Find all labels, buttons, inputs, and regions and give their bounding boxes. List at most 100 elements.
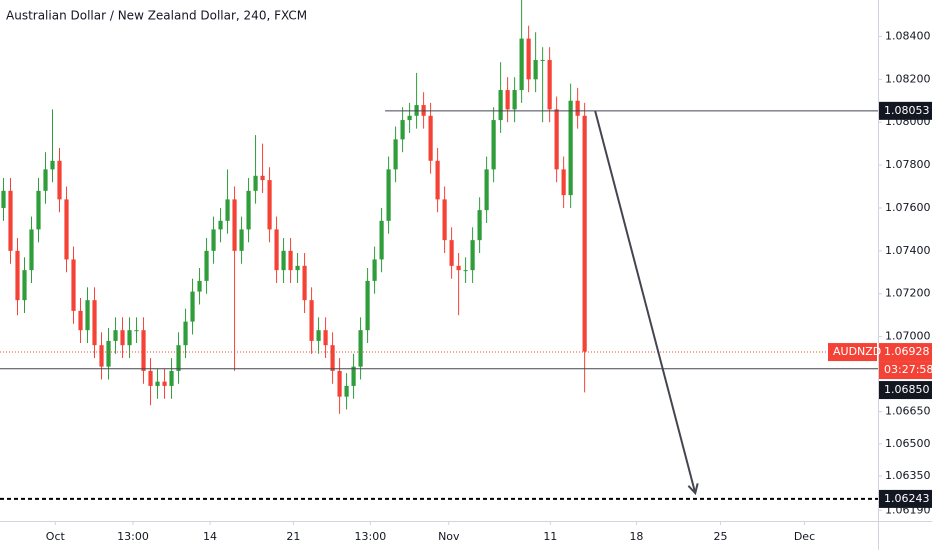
candle-body: [582, 115, 587, 352]
candle-body: [29, 229, 34, 271]
x-tick-label: Dec: [794, 530, 815, 543]
candle-body: [78, 310, 83, 331]
candle-body: [470, 240, 475, 271]
y-tick-label: 1.07600: [885, 201, 931, 214]
y-tick-label: 1.06650: [885, 405, 931, 418]
y-tick-label: 1.07800: [885, 158, 931, 171]
last-price-label: 1.06928: [884, 345, 930, 358]
candle-body: [379, 220, 384, 260]
candle-body: [351, 366, 356, 386]
candle-body: [92, 300, 97, 346]
candle-body: [113, 330, 118, 341]
candle-body: [85, 300, 90, 331]
candle-body: [169, 370, 174, 386]
candle-body: [365, 280, 370, 331]
y-tick-label: 1.07200: [885, 287, 931, 300]
candle-body: [554, 109, 559, 170]
candle-body: [183, 321, 188, 346]
candle-body: [253, 175, 258, 191]
x-tick-label: 21: [286, 530, 300, 543]
candle-body: [211, 229, 216, 251]
candle-body: [190, 291, 195, 322]
candle-body: [225, 199, 230, 221]
candle-body: [239, 229, 244, 251]
candle-body: [337, 370, 342, 397]
candle-body: [120, 330, 125, 346]
y-tick-label: 1.07400: [885, 244, 931, 257]
candle-body: [372, 259, 377, 281]
candle-body: [197, 280, 202, 292]
candle-body: [218, 220, 223, 230]
candle-body: [344, 385, 349, 397]
candle-body: [561, 169, 566, 196]
candle-body: [512, 90, 517, 110]
candle-body: [57, 160, 62, 200]
candle-body: [288, 250, 293, 271]
candle-body: [99, 345, 104, 367]
x-tick-label: 18: [629, 530, 643, 543]
x-tick-label: Nov: [438, 530, 460, 543]
symbol-label-box: [828, 343, 877, 362]
symbol-label: AUDNZD: [833, 345, 881, 358]
candle-body: [267, 180, 272, 230]
candle-body: [393, 139, 398, 170]
x-tick-label: 11: [543, 530, 557, 543]
y-tick-label: 1.06350: [885, 469, 931, 482]
candle-body: [547, 60, 552, 110]
candle-body: [281, 250, 286, 271]
candle-body: [260, 175, 265, 181]
candle-body: [204, 250, 209, 281]
candle-body: [428, 115, 433, 161]
y-tick-label: 1.08200: [885, 72, 931, 85]
candle-body: [484, 169, 489, 211]
candle-body: [15, 250, 20, 301]
candle-body: [246, 190, 251, 230]
candle-body: [274, 229, 279, 271]
y-tick-label: 1.07000: [885, 330, 931, 343]
candle-body: [134, 330, 139, 332]
candle-body: [302, 265, 307, 301]
x-tick-label: Oct: [46, 530, 66, 543]
candle-body: [148, 370, 153, 386]
x-tick-label: 14: [203, 530, 217, 543]
candle-body: [442, 199, 447, 241]
candle-body: [323, 330, 328, 346]
candle-body: [498, 90, 503, 121]
last-price-label-box: [879, 343, 932, 362]
candle-body: [127, 330, 132, 346]
x-tick-label: 13:00: [117, 530, 149, 543]
candle-body: [519, 38, 524, 91]
candle-body: [50, 160, 55, 170]
candle-body: [575, 100, 580, 116]
candle-body: [526, 38, 531, 80]
candle-body: [477, 210, 482, 241]
candle-body: [491, 120, 496, 170]
chart-title: Australian Dollar / New Zealand Dollar, …: [6, 9, 307, 23]
candle-body: [176, 345, 181, 371]
level-label-box: [879, 381, 932, 400]
candle-body: [1, 190, 6, 208]
candle-body: [568, 100, 573, 196]
candle-body: [64, 199, 69, 260]
candle-body: [456, 265, 461, 271]
plot-area: [0, 0, 878, 500]
candle-body: [358, 330, 363, 367]
candle-body: [232, 199, 237, 251]
candle-body: [71, 259, 76, 311]
candle-body: [400, 120, 405, 140]
axes: 1.084001.082001.080001.078001.076001.074…: [46, 29, 931, 543]
candle-body: [435, 160, 440, 200]
candle-body: [8, 190, 13, 251]
level-label-box: [879, 489, 932, 508]
candle-body: [449, 240, 454, 266]
x-tick-label: 13:00: [355, 530, 387, 543]
candle-body: [295, 265, 300, 271]
trend-arrow: [594, 110, 697, 494]
candle-body: [309, 300, 314, 341]
candle-body: [22, 270, 27, 301]
candle-body: [463, 270, 468, 272]
candle-body: [43, 169, 48, 191]
candle-body: [106, 340, 111, 367]
countdown-label: 03:27:58: [884, 363, 932, 376]
